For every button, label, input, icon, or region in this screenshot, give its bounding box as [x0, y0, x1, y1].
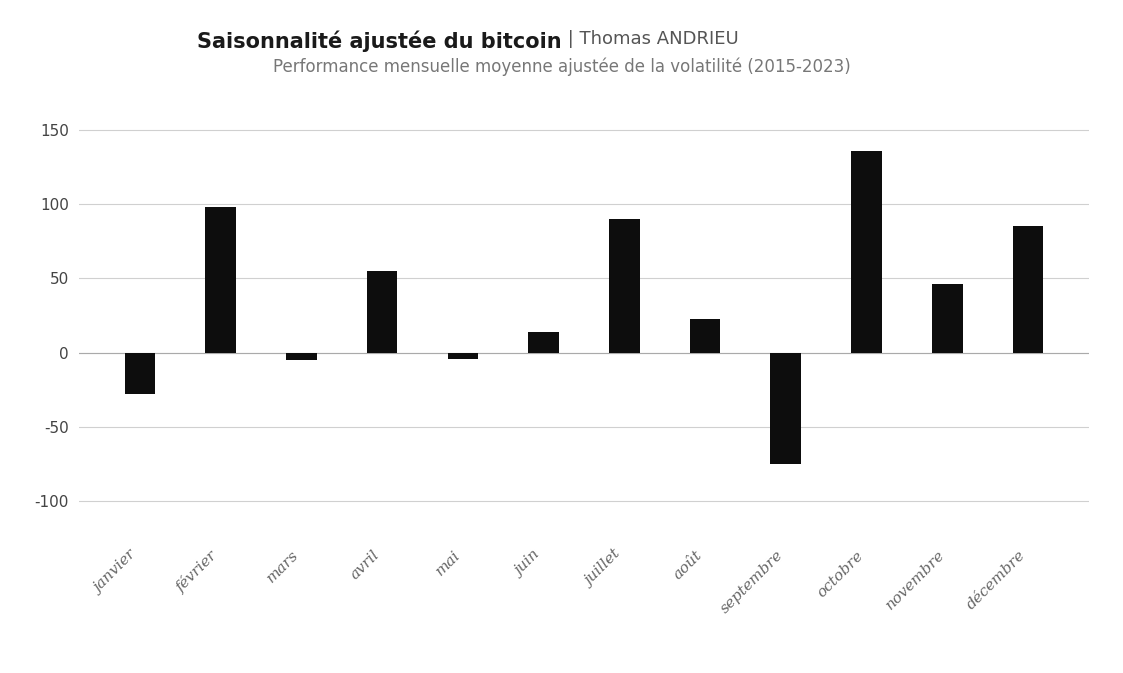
Bar — [125, 353, 155, 394]
Text: | Thomas ANDRIEU: | Thomas ANDRIEU — [562, 30, 738, 48]
Bar — [1013, 227, 1043, 353]
Bar — [206, 207, 236, 353]
Bar — [851, 151, 882, 353]
Text: Performance mensuelle moyenne ajustée de la volatilité (2015-2023): Performance mensuelle moyenne ajustée de… — [273, 57, 850, 75]
Bar — [770, 353, 801, 464]
Bar — [690, 318, 721, 353]
Text: Saisonnalité ajustée du bitcoin: Saisonnalité ajustée du bitcoin — [197, 30, 562, 52]
Bar — [528, 332, 559, 353]
Bar — [367, 271, 398, 353]
Bar — [609, 219, 640, 353]
Bar — [932, 285, 962, 353]
Bar — [286, 353, 317, 360]
Bar — [447, 353, 478, 359]
